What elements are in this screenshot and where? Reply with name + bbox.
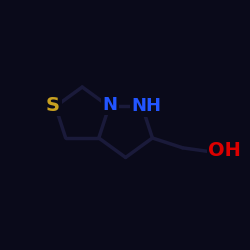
Text: N: N <box>103 96 118 114</box>
Text: NH: NH <box>132 98 162 116</box>
Text: S: S <box>46 96 60 115</box>
Text: OH: OH <box>208 140 241 160</box>
